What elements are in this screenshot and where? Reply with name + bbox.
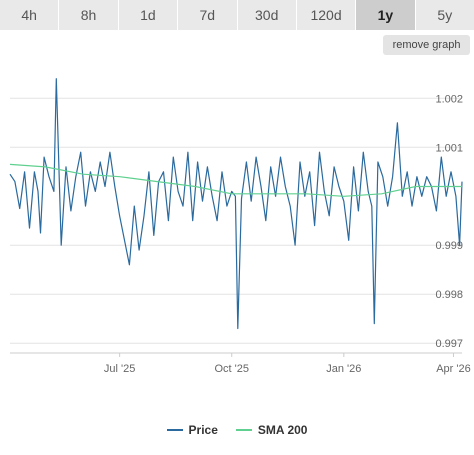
price-series-line (9, 78, 463, 330)
x-tick-label: Jan '26 (326, 363, 361, 375)
legend-item-sma[interactable]: SMA 200 (235, 423, 308, 437)
range-button-8h[interactable]: 8h (59, 0, 119, 30)
y-tick-label: 0.997 (435, 338, 463, 350)
y-tick-label: 0.998 (435, 289, 463, 301)
legend-swatch-sma (235, 429, 252, 431)
x-tick-label: Jul '25 (104, 363, 135, 375)
range-button-1d[interactable]: 1d (118, 0, 179, 30)
time-range-selector: 4h 8h 1d 7d 30d 120d 1y 5y (0, 0, 474, 30)
price-chart: 1.002 1.001 0.999 0.998 0.997 Jul '25 Oct '25 J… (9, 78, 471, 375)
range-button-30d[interactable]: 30d (237, 0, 297, 30)
y-tick-label: 1.001 (435, 142, 463, 154)
range-button-1y[interactable]: 1y (356, 0, 416, 30)
legend-label-price: Price (188, 423, 218, 437)
legend-swatch-price (166, 429, 183, 431)
range-button-7d[interactable]: 7d (178, 0, 238, 30)
legend-item-price[interactable]: Price (166, 423, 218, 437)
sma-series-line (9, 163, 462, 197)
legend-label-sma: SMA 200 (257, 423, 308, 437)
y-tick-label: 0.999 (435, 240, 463, 252)
chart-legend: Price SMA 200 (0, 420, 474, 440)
range-button-5y[interactable]: 5y (415, 0, 474, 30)
x-tick-label: Apr '26 (436, 363, 471, 375)
x-tick-label: Oct '25 (214, 363, 249, 375)
remove-graph-button[interactable]: remove graph (383, 35, 470, 55)
y-tick-label: 1.002 (435, 93, 463, 105)
range-button-4h[interactable]: 4h (0, 0, 60, 30)
range-button-120d[interactable]: 120d (296, 0, 357, 30)
